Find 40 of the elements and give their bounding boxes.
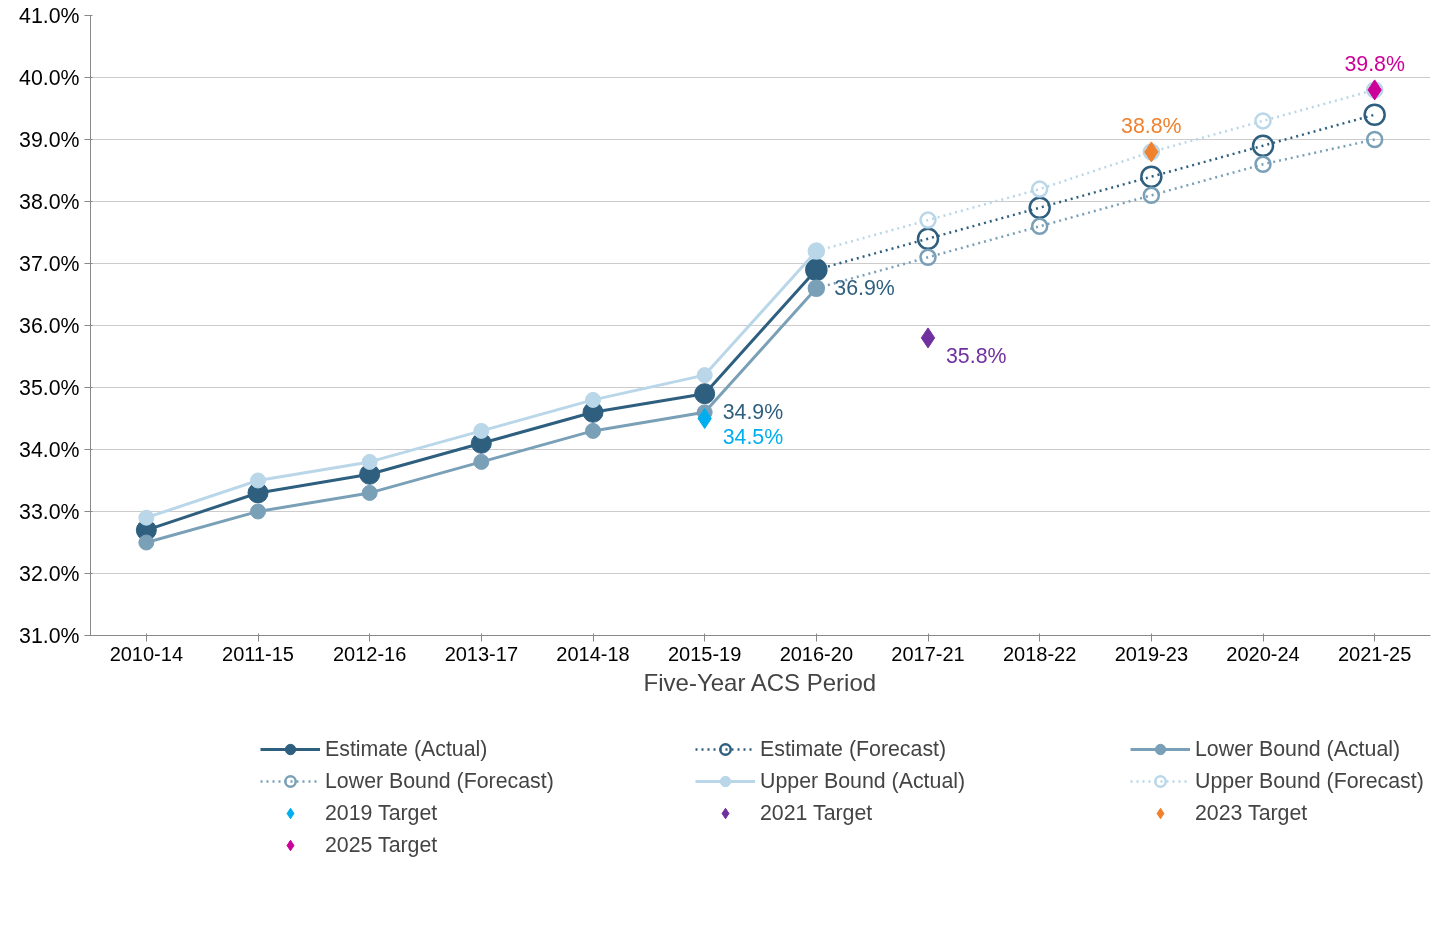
- legend-label: Upper Bound (Actual): [760, 768, 966, 794]
- data-label: 35.8%: [946, 343, 1007, 368]
- data-label: 38.8%: [1121, 113, 1182, 138]
- y-tick-label: 37.0%: [19, 251, 80, 276]
- x-tick-label: 2014-18: [556, 642, 630, 665]
- y-tick-label: 34.0%: [19, 437, 80, 462]
- x-tick-label: 2010-14: [109, 642, 184, 665]
- x-tick-label: 2021-25: [1337, 642, 1412, 665]
- x-tick-label: 2020-24: [1226, 642, 1300, 665]
- y-tick-label: 33.0%: [19, 499, 80, 524]
- x-tick-label: 2019-23: [1114, 642, 1189, 665]
- legend-label: Upper Bound (Forecast): [1195, 768, 1424, 794]
- y-tick-label: 41.0%: [19, 3, 80, 28]
- y-tick-label: 39.0%: [19, 127, 80, 152]
- legend-label: 2025 Target: [325, 832, 438, 858]
- x-tick-label: 2013-17: [444, 642, 519, 665]
- x-tick-label: 2015-19: [667, 642, 742, 665]
- x-axis-title: Five-Year ACS Period: [643, 668, 877, 696]
- y-tick-label: 35.0%: [19, 375, 80, 400]
- legend-label: 2021 Target: [760, 800, 873, 826]
- data-label: 39.8%: [1344, 51, 1405, 76]
- x-tick-label: 2018-22: [1002, 642, 1077, 665]
- x-tick-label: 2012-16: [332, 642, 407, 665]
- legend-label: 2023 Target: [1195, 800, 1308, 826]
- y-tick-label: 31.0%: [19, 623, 80, 648]
- x-tick-label: 2017-21: [891, 642, 965, 665]
- legend-label: Estimate (Actual): [325, 736, 488, 762]
- y-tick-label: 38.0%: [19, 189, 80, 214]
- data-label: 34.5%: [722, 424, 784, 449]
- legend-label: 2019 Target: [325, 800, 438, 826]
- legend-label: Lower Bound (Forecast): [325, 768, 554, 794]
- x-tick-label: 2016-20: [779, 642, 854, 665]
- y-tick-label: 36.0%: [19, 313, 80, 338]
- data-label: 34.9%: [722, 399, 784, 424]
- legend-label: Lower Bound (Actual): [1195, 736, 1401, 762]
- y-tick-label: 32.0%: [19, 561, 80, 586]
- x-tick-label: 2011-15: [222, 642, 294, 665]
- y-tick-label: 40.0%: [19, 65, 80, 90]
- legend-label: Estimate (Forecast): [760, 736, 947, 762]
- data-label: 36.9%: [834, 275, 895, 300]
